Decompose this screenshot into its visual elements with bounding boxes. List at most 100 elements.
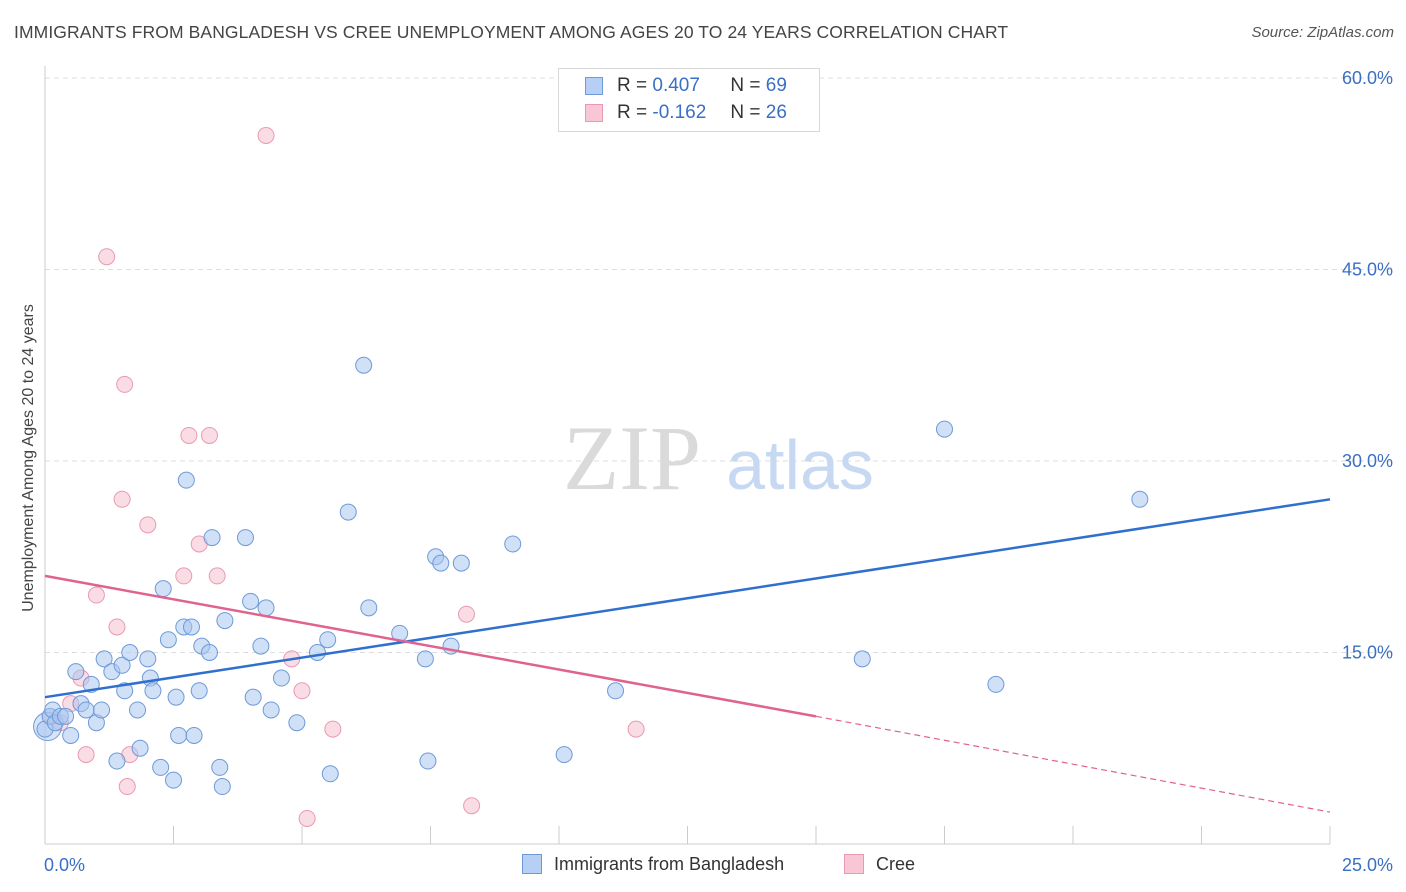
bangladesh-point [987,675,1005,693]
trend-lines [44,498,1331,813]
bangladesh-point [62,726,80,744]
bangladesh-point [165,771,182,789]
bangladesh-point [167,688,185,706]
bangladesh-point [504,535,522,553]
bangladesh-point [67,663,85,681]
bangladesh-point [236,529,254,547]
cree-point [139,516,157,534]
bangladesh-point [555,746,573,764]
y-tick-label: 60.0% [1342,68,1393,88]
cree-point [627,720,645,738]
bangladesh-point [77,701,95,719]
bangladesh-point [319,631,337,649]
cree-points [41,126,645,827]
chart-title: IMMIGRANTS FROM BANGLADESH VS CREE UNEMP… [14,22,1009,42]
bangladesh-points [33,356,1149,796]
y-tick-label: 30.0% [1342,451,1393,471]
bangladesh-point [213,778,231,796]
watermark-atlas: atlas [726,426,874,504]
cree-point [257,126,275,144]
bangladesh-point [308,644,326,661]
cree-point [180,426,198,444]
cree-point [118,778,136,796]
legend-n-label: N = [730,102,761,123]
x-tick-label: 0.0% [44,855,85,875]
bangladesh-point [113,656,131,674]
legend-n-value: 26 [765,102,787,123]
legend-swatch-pink [585,104,603,122]
bangladesh-point [452,554,470,572]
cree-point [98,248,116,266]
legend-r-value: -0.162 [652,102,707,123]
bangladesh-point [321,765,339,783]
bangladesh-point [144,682,162,700]
bangladesh-point [170,726,188,744]
bangladesh-point [121,644,139,661]
cree-trend-line [44,574,817,718]
bangladesh-point [272,669,290,687]
bangladesh-point [185,726,203,744]
legend-row-cree: R = -0.162 N = 26 [585,101,787,125]
legend-n-value: 69 [765,75,787,96]
watermark-zip: ZIP [563,407,701,509]
cree-point [175,567,193,585]
bangladesh-point [242,592,260,610]
bangladesh-point [57,707,75,725]
bangladesh-point [936,420,953,438]
bangladesh-point [116,682,134,700]
bangladesh-point [190,682,208,700]
bangladesh-point [355,356,373,374]
bangladesh-point [154,580,172,598]
legend-row-bangladesh: R = 0.407 N = 69 [585,74,787,98]
bangladesh-point [203,529,221,547]
bangladesh-point [152,758,170,776]
bangladesh-point [607,682,625,700]
bangladesh-point [159,631,177,649]
bangladesh-point [200,644,218,661]
bangladesh-point [288,714,306,732]
bangladesh-point [177,471,195,489]
bangladesh-point [252,637,270,655]
watermark: ZIP atlas [563,407,874,509]
bangladesh-point [93,701,111,719]
bangladesh-point [257,599,275,617]
bangladesh-point [360,599,378,617]
bangladesh-point [139,650,157,668]
cree-point [113,490,131,508]
y-tick-label: 45.0% [1342,260,1393,280]
legend-swatch-blue [585,77,603,95]
cree-point [463,797,481,815]
bangladesh-point [244,688,262,706]
bangladesh-point [853,650,871,668]
bangladesh-point [416,650,434,668]
cree-point [116,375,134,393]
cree-point [77,746,95,764]
bangladesh-point [129,701,147,719]
bangladesh-point [182,618,200,636]
bottom-legend-swatch-blue [522,854,542,874]
gridlines [45,77,1392,653]
tick-labels: 15.0% 30.0% 45.0% 60.0% 0.0% 25.0% [44,68,1393,875]
bangladesh-point [95,650,113,668]
bangladesh-point [419,752,437,770]
legend-r-value: 0.407 [652,75,700,96]
bangladesh-point [339,503,357,521]
cree-point [108,618,126,636]
bangladesh-point [216,612,234,630]
cree-point [298,809,316,827]
legend-r-label: R = [617,102,648,123]
cree-point [87,586,105,604]
source-label: Source: ZipAtlas.com [1251,24,1394,41]
bottom-legend-cree: Cree [844,852,915,876]
cree-point [208,567,226,585]
bottom-legend-label: Immigrants from Bangladesh [554,853,785,874]
legend-n-label: N = [730,75,761,96]
cree-point [293,682,311,700]
y-tick-label: 15.0% [1342,643,1393,663]
x-tick-label: 25.0% [1342,855,1393,875]
bangladesh-point [131,739,149,757]
cree-trend-line-extension [815,715,1331,813]
bangladesh-trend-line [44,498,1331,699]
bangladesh-point [432,554,450,572]
